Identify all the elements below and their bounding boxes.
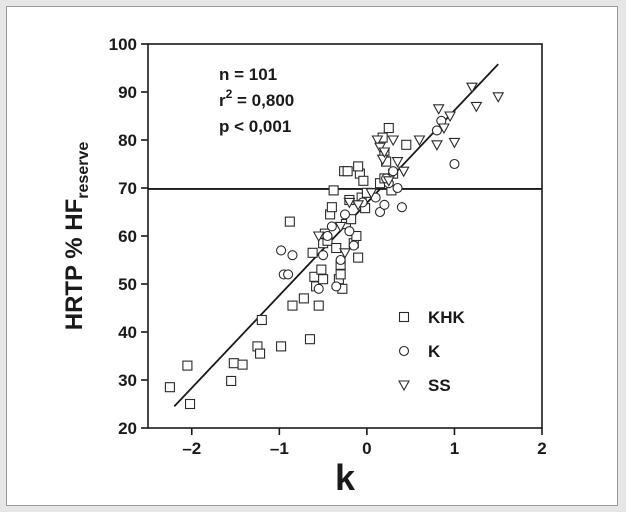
y-tick-label: 100: [109, 35, 137, 54]
data-point-khk: [353, 252, 364, 263]
data-point-ss: [339, 248, 351, 259]
data-point-k: [276, 245, 287, 256]
data-point-k: [344, 226, 355, 237]
data-point-khk: [316, 264, 327, 275]
data-point-ss: [413, 135, 426, 147]
data-point-k: [396, 202, 407, 213]
data-point-khk: [401, 139, 412, 150]
data-point-ss: [334, 221, 347, 233]
y-tick-label: 80: [118, 131, 137, 150]
data-point-k: [318, 250, 329, 261]
data-point-khk: [256, 314, 267, 326]
data-point-khk: [255, 348, 266, 359]
data-point-khk: [287, 300, 298, 311]
plot-area: [147, 43, 543, 429]
data-point-khk: [346, 214, 357, 225]
data-point-ss: [352, 200, 365, 211]
data-point-khk: [307, 247, 318, 258]
data-point-khk: [304, 334, 316, 345]
data-point-khk: [313, 300, 324, 311]
data-point-k: [431, 125, 442, 136]
data-point-k: [331, 281, 342, 292]
data-point-ss: [365, 188, 378, 199]
data-point-ss: [432, 104, 445, 115]
data-point-khk: [182, 360, 193, 371]
data-point-k: [374, 206, 386, 218]
data-point-khk: [284, 216, 295, 227]
data-point-k: [388, 166, 399, 177]
data-point-ss: [397, 166, 410, 178]
data-point-ss: [438, 123, 450, 135]
data-point-khk: [383, 122, 394, 134]
legend-marker-ss: [398, 380, 410, 392]
data-point-ss: [382, 176, 395, 187]
legend: KHK K SS: [398, 308, 466, 395]
data-point-ss: [492, 92, 505, 103]
x-tick-label: 2: [537, 439, 546, 458]
x-tick-label: 1: [450, 439, 459, 458]
data-point-ss: [466, 82, 478, 94]
y-tick-label: 60: [118, 227, 137, 246]
data-point-ss: [378, 147, 391, 159]
data-point-khk: [353, 161, 364, 172]
y-axis-label: HRTP % HFreserve: [61, 142, 92, 331]
data-point-k: [326, 221, 337, 232]
data-point-ss: [312, 231, 325, 243]
data-point-khk: [351, 230, 362, 242]
y-tick-label: 70: [118, 179, 137, 198]
data-point-khk: [342, 166, 353, 177]
stat-p: p < 0,001: [219, 117, 291, 136]
y-tick-label: 50: [118, 275, 137, 294]
stat-n: n = 101: [219, 65, 277, 84]
data-point-k: [339, 209, 351, 220]
data-point-khk: [164, 382, 175, 393]
data-point-khk: [226, 375, 237, 387]
data-point-k: [322, 230, 333, 242]
data-point-khk: [331, 242, 342, 254]
y-tick-label: 20: [118, 419, 137, 438]
data-point-khk: [184, 398, 196, 410]
x-tick-label: 0: [362, 439, 371, 458]
data-point-k: [379, 199, 390, 210]
legend-marker-khk: [398, 311, 410, 323]
legend-label-ss: SS: [428, 376, 451, 395]
data-point-khk: [237, 359, 248, 370]
y-tick-label: 40: [118, 323, 137, 342]
data-point-ss: [343, 197, 356, 209]
data-point-ss: [376, 154, 389, 166]
data-point-ss: [448, 137, 461, 149]
data-point-ss: [444, 111, 457, 123]
data-point-k: [392, 182, 403, 194]
data-point-khk: [276, 341, 287, 352]
y-tick-label: 90: [118, 83, 137, 102]
data-point-khk: [318, 274, 329, 285]
legend-label-k: K: [428, 342, 441, 361]
data-point-ss: [387, 135, 400, 147]
data-point-khk: [298, 293, 309, 304]
data-point-k: [348, 240, 359, 251]
x-tick-label: –1: [270, 439, 289, 458]
legend-marker-k: [398, 345, 410, 357]
data-point-ss: [430, 140, 443, 151]
y-tick-label: 30: [118, 371, 137, 390]
data-point-k: [283, 269, 294, 280]
data-point-k: [287, 250, 298, 261]
x-axis-label: k: [335, 457, 356, 498]
data-point-khk: [335, 269, 346, 280]
stat-r2: r2 = 0,800: [219, 87, 294, 110]
data-point-khk: [328, 185, 339, 196]
data-point-ss: [391, 157, 404, 168]
data-point-k: [313, 283, 324, 294]
legend-label-khk: KHK: [428, 308, 466, 327]
data-point-khk: [358, 175, 369, 186]
data-point-khk: [326, 202, 337, 213]
data-point-ss: [470, 101, 483, 113]
data-point-ss: [371, 135, 384, 147]
data-point-k: [449, 158, 460, 170]
data-point-khk: [228, 358, 239, 369]
x-tick-label: –2: [182, 439, 201, 458]
data-point-k: [335, 254, 346, 266]
